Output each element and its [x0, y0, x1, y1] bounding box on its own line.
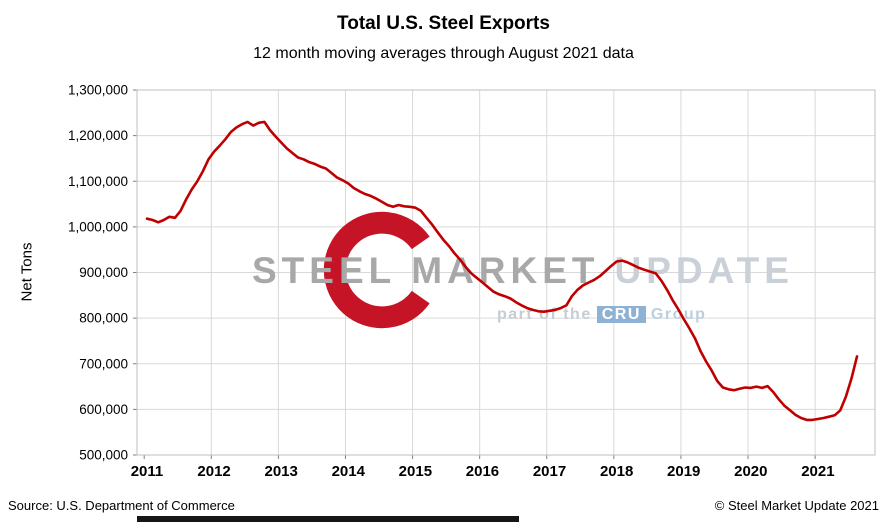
svg-text:2020: 2020: [734, 463, 767, 480]
svg-text:800,000: 800,000: [79, 311, 128, 326]
svg-text:2015: 2015: [399, 463, 432, 480]
smu-logo-icon: [323, 211, 430, 329]
watermark-steel: STEEL: [252, 250, 397, 291]
svg-text:2017: 2017: [533, 463, 566, 480]
svg-text:2013: 2013: [264, 463, 297, 480]
source-text: Source: U.S. Department of Commerce: [8, 498, 235, 513]
svg-text:1,300,000: 1,300,000: [68, 83, 128, 98]
svg-text:900,000: 900,000: [79, 265, 128, 280]
svg-text:1,000,000: 1,000,000: [68, 219, 128, 234]
watermark-text: STEEL MARKET UPDATE: [252, 250, 794, 292]
chart-subtitle: 12 month moving averages through August …: [253, 45, 634, 62]
chart-title: Total U.S. Steel Exports: [337, 13, 550, 34]
svg-text:1,200,000: 1,200,000: [68, 128, 128, 143]
bottom-bar: [137, 516, 519, 522]
watermark-update: UPDATE: [614, 250, 794, 291]
svg-text:1,100,000: 1,100,000: [68, 174, 128, 189]
svg-text:2014: 2014: [332, 463, 366, 480]
svg-text:2011: 2011: [131, 463, 164, 480]
svg-text:2021: 2021: [801, 463, 834, 480]
y-axis-title: Net Tons: [18, 242, 36, 302]
watermark-tagline: part of the CRU Group: [497, 306, 706, 324]
svg-text:500,000: 500,000: [79, 448, 128, 463]
svg-text:2019: 2019: [667, 463, 700, 480]
svg-text:2012: 2012: [197, 463, 230, 480]
svg-text:2018: 2018: [600, 463, 633, 480]
svg-text:700,000: 700,000: [79, 356, 128, 371]
watermark-tagline-prefix: part of the: [497, 306, 592, 323]
watermark-market: MARKET: [411, 250, 600, 291]
watermark-group: Group: [650, 306, 707, 323]
copyright-text: © Steel Market Update 2021: [714, 498, 879, 513]
svg-text:600,000: 600,000: [79, 402, 128, 417]
chart-footer: Source: U.S. Department of Commerce © St…: [0, 498, 887, 513]
cru-badge: CRU: [596, 306, 646, 323]
svg-text:2016: 2016: [466, 463, 499, 480]
